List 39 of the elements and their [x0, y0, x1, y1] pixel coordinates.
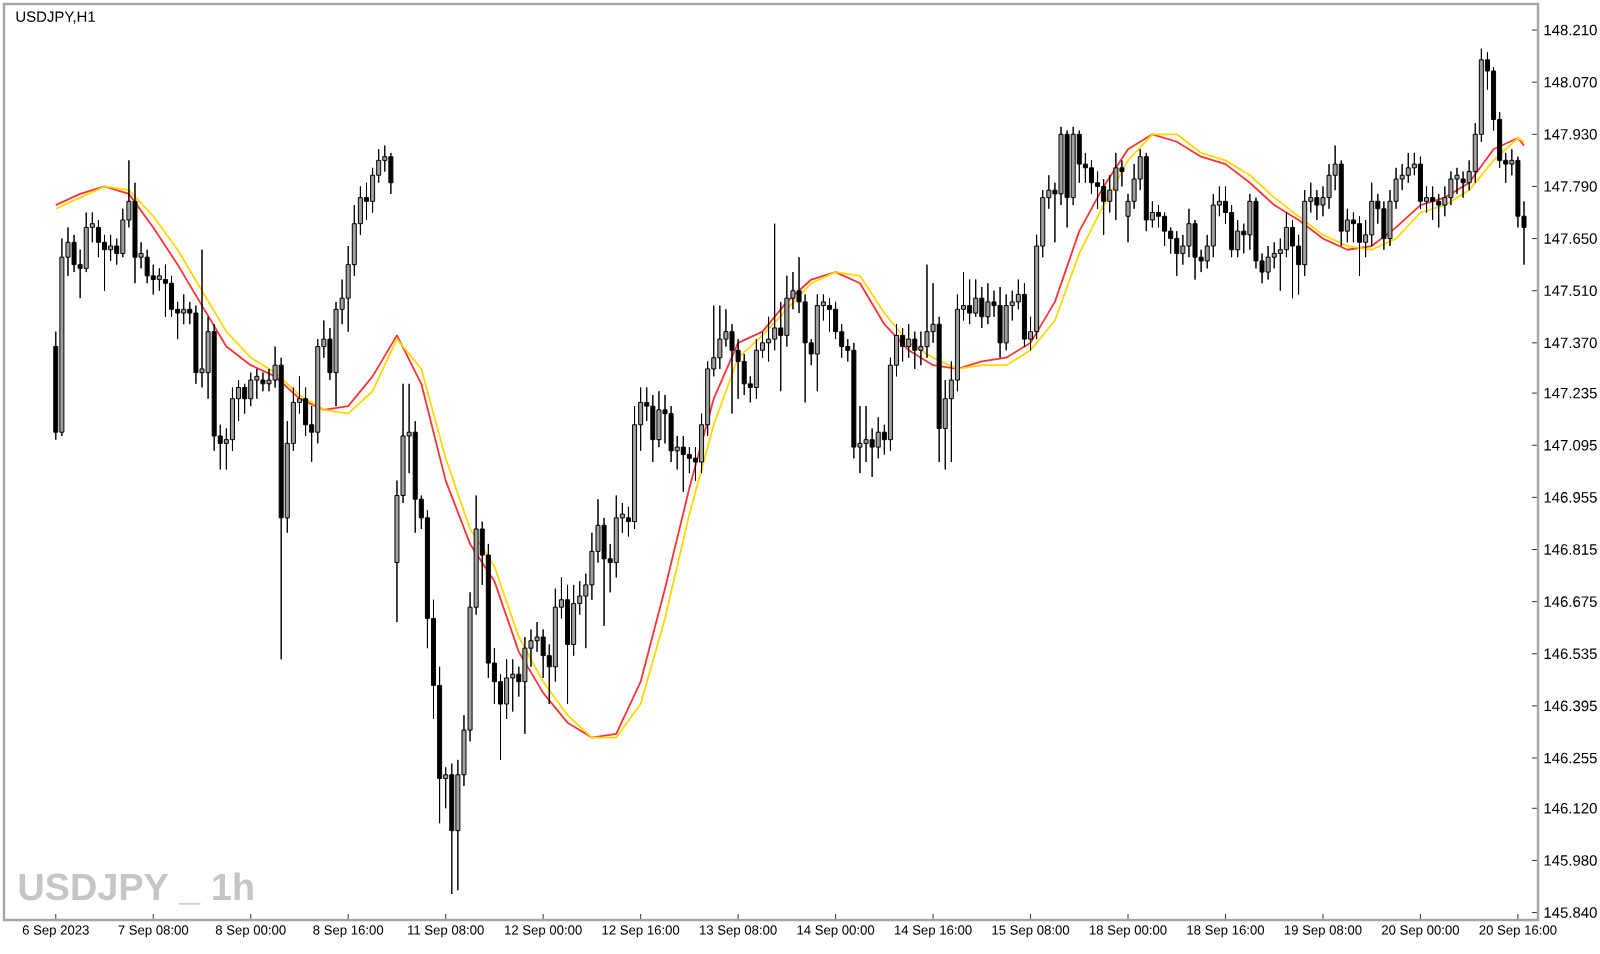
candlestick — [1101, 178, 1107, 236]
candlestick — [814, 293, 820, 392]
candlestick — [979, 286, 985, 329]
candlestick — [826, 297, 833, 333]
candlestick — [1436, 193, 1442, 228]
candlestick — [1143, 152, 1149, 232]
candlestick — [924, 264, 930, 359]
candlestick — [985, 282, 991, 325]
candlestick — [1064, 130, 1070, 228]
candlestick — [388, 152, 394, 195]
candlestick — [510, 658, 516, 712]
candlestick — [522, 636, 528, 735]
candlestick — [680, 435, 686, 493]
candlestick — [1357, 215, 1363, 277]
candlestick — [1003, 293, 1009, 351]
candlestick — [565, 584, 571, 705]
candlestick — [1289, 219, 1296, 299]
annotation: USDJPY _ 1h — [19, 872, 253, 905]
candlestick — [1162, 212, 1168, 247]
candlestick — [1113, 152, 1119, 221]
candlestick — [1405, 152, 1411, 184]
candlestick — [260, 372, 266, 392]
candlestick — [717, 305, 723, 370]
candlestick — [1417, 156, 1423, 210]
candlestick — [1314, 189, 1320, 221]
candlestick — [248, 372, 254, 407]
candlestick — [967, 279, 973, 325]
candlestick — [449, 763, 455, 895]
candlestick — [912, 331, 918, 370]
candlestick — [254, 368, 260, 400]
candlestick — [162, 264, 168, 318]
candlestick — [997, 286, 1003, 359]
candlestick — [1021, 282, 1027, 348]
candlestick — [1265, 245, 1271, 281]
line-series — [54, 133, 1525, 739]
candlestick — [1174, 230, 1180, 277]
candlestick — [650, 394, 656, 463]
candlestick — [753, 338, 759, 400]
candlestick — [1430, 185, 1436, 221]
